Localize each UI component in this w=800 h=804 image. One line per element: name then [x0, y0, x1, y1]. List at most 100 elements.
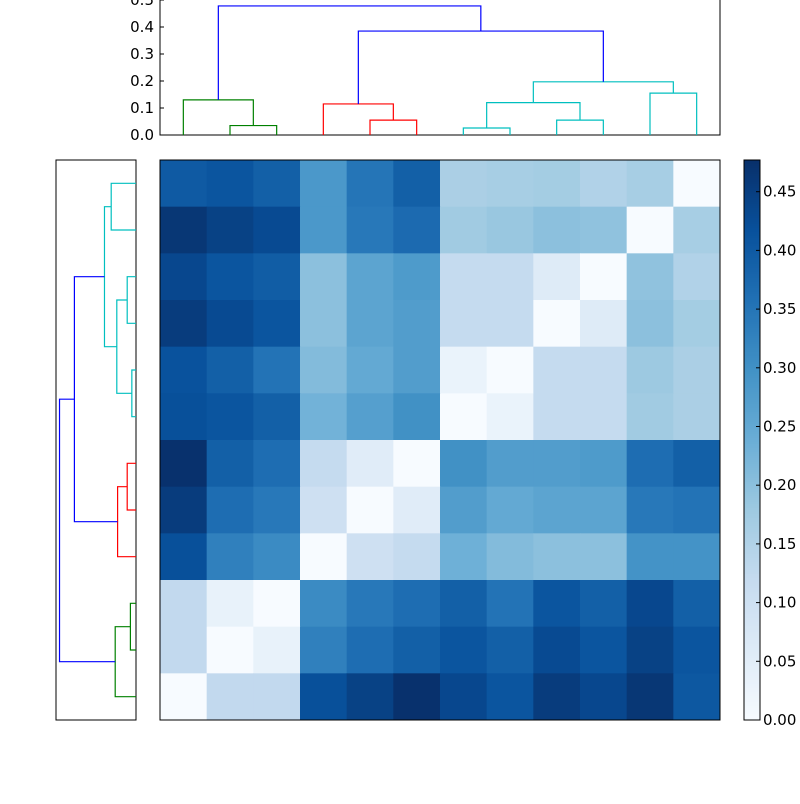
heatmap-cell: [393, 626, 441, 674]
heatmap-cell: [393, 440, 441, 488]
heatmap-cell: [346, 300, 394, 348]
colorbar-gradient-band: [744, 370, 760, 373]
colorbar-gradient-band: [744, 512, 760, 515]
colorbar-gradient-band: [744, 604, 760, 607]
colorbar-gradient-band: [744, 500, 760, 503]
colorbar-frame: [743, 159, 761, 721]
heatmap-cell: [486, 206, 534, 254]
colorbar-gradient-band: [744, 624, 760, 627]
colorbar-gradient-band: [744, 580, 760, 583]
heatmap-cell: [626, 393, 674, 441]
colorbar-gradient-band: [744, 268, 760, 271]
colorbar-gradient-band: [744, 510, 760, 513]
colorbar-gradient-band: [744, 312, 760, 315]
dendrogram-link: [58, 398, 116, 663]
colorbar-gradient-band: [744, 700, 760, 703]
colorbar-tick-label: 0.15: [763, 535, 796, 553]
colorbar-gradient-band: [744, 434, 760, 437]
heatmap-cell: [300, 440, 348, 488]
left-dendrogram-frame: [55, 159, 137, 721]
colorbar-gradient-band: [744, 562, 760, 565]
colorbar-gradient-band: [744, 464, 760, 467]
colorbar-gradient-band: [744, 708, 760, 711]
colorbar-gradient-band: [744, 496, 760, 499]
heatmap-cell: [440, 206, 488, 254]
heatmap-cell: [533, 580, 581, 628]
heatmap-frame: [159, 159, 721, 721]
heatmap-cell: [440, 580, 488, 628]
colorbar-gradient-band: [744, 592, 760, 595]
colorbar-gradient-band: [744, 206, 760, 209]
heatmap-cell: [160, 440, 208, 488]
colorbar-gradient-band: [744, 608, 760, 611]
colorbar-gradient-band: [744, 360, 760, 363]
heatmap-cell: [346, 440, 394, 488]
top-dendrogram-tick-label: 0.5: [130, 0, 154, 9]
heatmap-cell: [160, 673, 208, 721]
colorbar-gradient-band: [744, 546, 760, 549]
colorbar-gradient-band: [744, 286, 760, 289]
colorbar-gradient-band: [744, 252, 760, 255]
colorbar-gradient-band: [744, 354, 760, 357]
heatmap-cell: [533, 440, 581, 488]
colorbar-gradient-band: [744, 326, 760, 329]
heatmap-cell: [486, 160, 534, 208]
colorbar-gradient-band: [744, 332, 760, 335]
colorbar-gradient-band: [744, 226, 760, 229]
heatmap-cell: [486, 300, 534, 348]
colorbar-gradient-band: [744, 698, 760, 701]
colorbar-gradient-band: [744, 162, 760, 165]
colorbar-gradient-band: [744, 694, 760, 697]
colorbar-gradient-band: [744, 478, 760, 481]
colorbar-gradient-band: [744, 220, 760, 223]
heatmap-cell: [393, 300, 441, 348]
heatmap-cell: [300, 253, 348, 301]
colorbar: 0.00 0.05 0.10 0.15 0.20 0.25 0.30 0.35 0.40 0.45: [743, 159, 796, 729]
colorbar-gradient-band: [744, 534, 760, 537]
dendrogram-link: [229, 124, 278, 135]
colorbar-gradient-band: [744, 320, 760, 323]
colorbar-gradient-band: [744, 296, 760, 299]
heatmap-cell: [253, 580, 301, 628]
colorbar-gradient-band: [744, 308, 760, 311]
colorbar-gradient-band: [744, 524, 760, 527]
colorbar-gradient-band: [744, 620, 760, 623]
heatmap-cell: [206, 486, 254, 534]
heatmap-cell: [346, 393, 394, 441]
dendrogram-link: [532, 81, 674, 103]
heatmap-cell: [626, 626, 674, 674]
heatmap-cell: [626, 533, 674, 581]
heatmap-cell: [533, 206, 581, 254]
colorbar-gradient-band: [744, 306, 760, 309]
heatmap-cell: [393, 393, 441, 441]
heatmap-cell: [346, 673, 394, 721]
colorbar-gradient-band: [744, 518, 760, 521]
colorbar-gradient-band: [744, 278, 760, 281]
colorbar-gradient-band: [744, 668, 760, 671]
colorbar-gradient-band: [744, 188, 760, 191]
heatmap-cell: [160, 206, 208, 254]
heatmap-cell: [206, 206, 254, 254]
colorbar-tick-label: 0.45: [763, 183, 796, 201]
colorbar-gradient-band: [744, 682, 760, 685]
colorbar-gradient-band: [744, 424, 760, 427]
colorbar-gradient-band: [744, 234, 760, 237]
colorbar-gradient-band: [744, 258, 760, 261]
colorbar-gradient-band: [744, 334, 760, 337]
heatmap-cell: [440, 346, 488, 394]
colorbar-gradient-band: [744, 584, 760, 587]
colorbar-gradient-band: [744, 618, 760, 621]
colorbar-gradient-band: [744, 454, 760, 457]
heatmap-cell: [673, 160, 721, 208]
colorbar-gradient-band: [744, 484, 760, 487]
colorbar-gradient-band: [744, 200, 760, 203]
dendrogram-link: [486, 101, 581, 128]
colorbar-gradient-band: [744, 494, 760, 497]
colorbar-gradient-band: [744, 202, 760, 205]
colorbar-gradient-band: [744, 246, 760, 249]
heatmap-cell: [253, 206, 301, 254]
colorbar-gradient-band: [744, 564, 760, 567]
heatmap-cell: [300, 580, 348, 628]
colorbar-gradient-band: [744, 714, 760, 717]
